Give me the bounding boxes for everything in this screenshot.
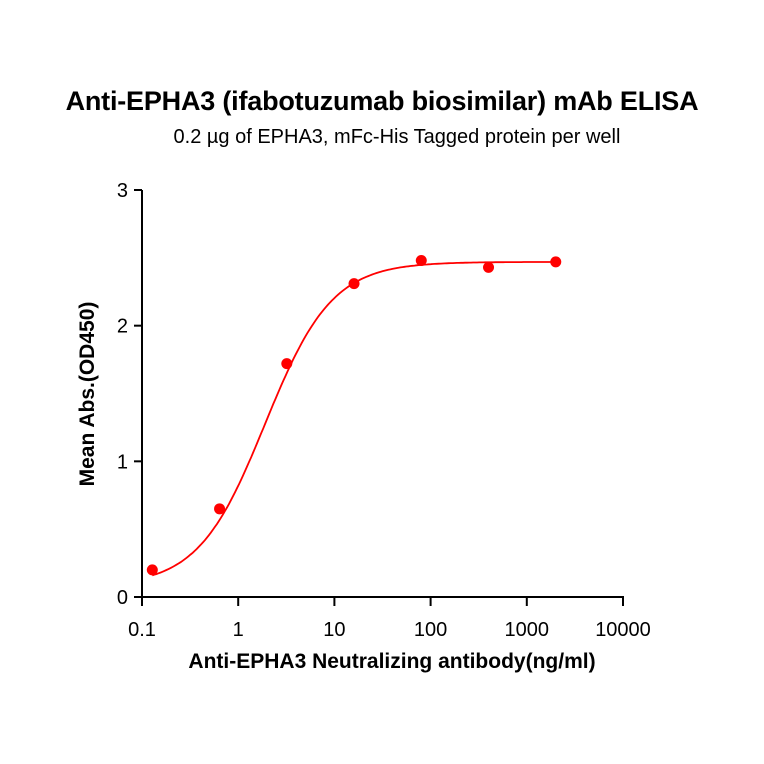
- data-point: [415, 255, 427, 267]
- chart-subtitle: 0.2 µg of EPHA3, mFc-His Tagged protein …: [173, 126, 621, 148]
- fit-curve: [152, 261, 556, 577]
- y-tick-label: 3: [117, 180, 128, 202]
- data-point: [146, 564, 158, 576]
- y-tick-label: 0: [117, 587, 128, 609]
- y-tick-label: 2: [117, 316, 128, 338]
- x-tick-label: 0.1: [128, 619, 156, 641]
- x-tick-label: 1000: [505, 619, 550, 641]
- x-tick-label: 10: [323, 619, 345, 641]
- data-point: [348, 278, 360, 290]
- y-tick-label: 1: [117, 451, 128, 473]
- data-point: [214, 503, 226, 515]
- data-point: [281, 358, 293, 370]
- x-tick-label: 1: [233, 619, 244, 641]
- chart-title: Anti-EPHA3 (ifabotuzumab biosimilar) mAb…: [65, 86, 699, 116]
- x-tick-label: 10000: [595, 619, 651, 641]
- data-point: [550, 256, 562, 268]
- x-tick-label: 100: [414, 619, 447, 641]
- data-point: [483, 261, 495, 273]
- x-axis-label: Anti-EPHA3 Neutralizing antibody(ng/ml): [188, 650, 596, 673]
